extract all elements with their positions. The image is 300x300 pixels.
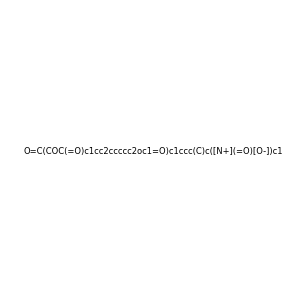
Text: O=C(COC(=O)c1cc2ccccc2oc1=O)c1ccc(C)c([N+](=O)[O-])c1: O=C(COC(=O)c1cc2ccccc2oc1=O)c1ccc(C)c([N… (24, 147, 284, 156)
